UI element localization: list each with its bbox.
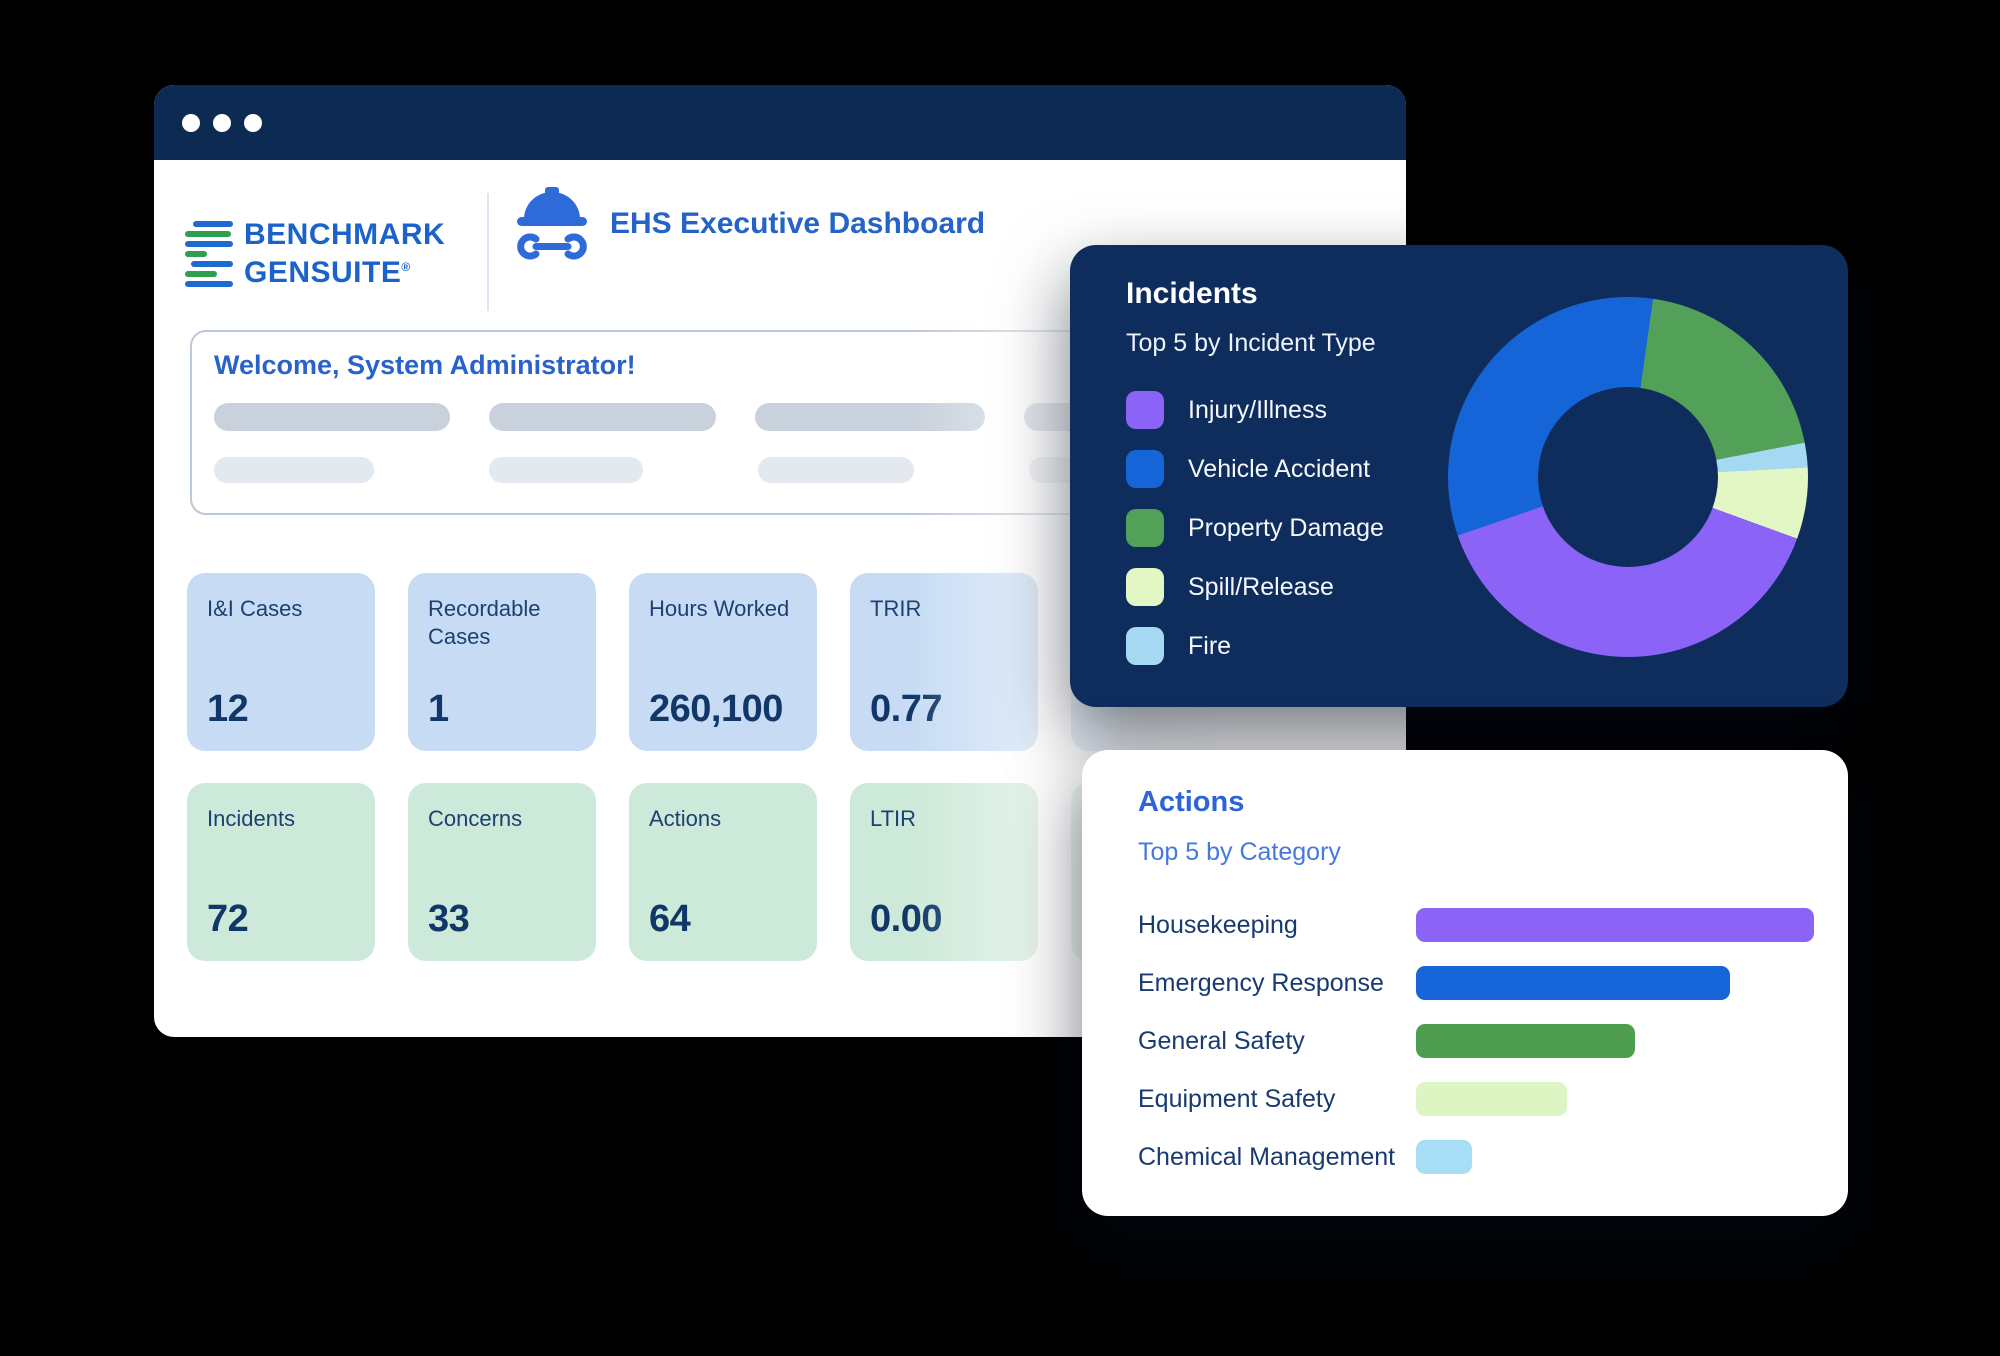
placeholder-pill [489, 457, 643, 483]
bar-row-emergency-response: Emergency Response [1138, 966, 1804, 1000]
window-control-dot[interactable] [182, 113, 200, 132]
actions-bar-chart: Housekeeping Emergency Response General … [1138, 908, 1814, 1174]
legend-label: Vehicle Accident [1188, 454, 1371, 483]
app-title: EHS Executive Dashboard [610, 206, 986, 240]
bar-track [1416, 1082, 1816, 1116]
kpi-tile-recordable-cases[interactable]: Recordable Cases 1 [408, 573, 596, 751]
brand-name-line1: BENCHMARK [244, 218, 446, 251]
incidents-panel: Incidents Top 5 by Incident Type Injury/… [1070, 245, 1848, 707]
actions-panel: Actions Top 5 by Category Housekeeping E… [1082, 750, 1848, 1216]
hard-hat-wrench-icon [516, 181, 588, 266]
bar-label: General Safety [1138, 1026, 1305, 1055]
actions-subtitle: Top 5 by Category [1138, 838, 1341, 866]
donut-hole [1538, 387, 1718, 567]
kpi-value: 0.00 [870, 898, 942, 940]
bar-track [1416, 1024, 1816, 1058]
legend-label: Fire [1188, 631, 1232, 660]
bar-track [1416, 966, 1816, 1000]
bar-row-chemical-management: Chemical Management [1138, 1140, 1804, 1174]
legend-item: Vehicle Accident [1126, 450, 1384, 488]
bar-label: Housekeeping [1138, 910, 1298, 939]
incidents-donut-chart [1448, 297, 1808, 657]
kpi-value: 12 [207, 688, 249, 730]
bar-general-safety [1416, 1024, 1635, 1058]
kpi-label: Recordable Cases [428, 596, 541, 649]
kpi-value: 260,100 [649, 688, 783, 730]
placeholder-pill [755, 403, 985, 431]
legend-swatch-fire [1126, 627, 1164, 665]
kpi-label: Concerns [428, 806, 523, 831]
placeholder-pill [214, 457, 374, 483]
bar-chemical-management [1416, 1140, 1472, 1174]
bar-label: Emergency Response [1138, 968, 1384, 997]
legend-item: Fire [1126, 627, 1384, 665]
legend-label: Injury/Illness [1188, 395, 1327, 424]
kpi-tile-ii-cases[interactable]: I&I Cases 12 [187, 573, 375, 751]
placeholder-pill [758, 457, 914, 483]
incidents-title: Incidents [1126, 277, 1258, 310]
brand-name: BENCHMARK GENSUITE® [244, 218, 445, 289]
incidents-subtitle: Top 5 by Incident Type [1126, 329, 1376, 357]
bar-label: Equipment Safety [1138, 1084, 1336, 1113]
legend-swatch-spill-release [1126, 568, 1164, 606]
bar-equipment-safety [1416, 1082, 1567, 1116]
window-control-dot[interactable] [244, 113, 262, 132]
legend-swatch-injury-illness [1126, 391, 1164, 429]
placeholder-pill [214, 403, 450, 431]
actions-title: Actions [1138, 786, 1245, 818]
header-divider [487, 193, 489, 311]
kpi-label: Incidents [207, 806, 296, 831]
kpi-label: TRIR [870, 596, 922, 621]
placeholder-pill [489, 403, 716, 431]
bar-track [1416, 908, 1816, 942]
window-titlebar [154, 85, 1406, 160]
welcome-greeting: Welcome, System Administrator! [214, 350, 636, 380]
kpi-value: 33 [428, 898, 470, 940]
brand-logo-icon [185, 220, 233, 287]
kpi-tile-trir[interactable]: TRIR 0.77 [850, 573, 1038, 751]
kpi-label: I&I Cases [207, 596, 303, 621]
bar-row-general-safety: General Safety [1138, 1024, 1804, 1058]
app-title-group: EHS Executive Dashboard [516, 181, 985, 266]
legend-item: Property Damage [1126, 509, 1384, 547]
kpi-tile-hours-worked[interactable]: Hours Worked 260,100 [629, 573, 817, 751]
bar-emergency-response [1416, 966, 1730, 1000]
legend-swatch-property-damage [1126, 509, 1164, 547]
placeholder-row-2 [214, 457, 1169, 483]
kpi-value: 1 [428, 688, 449, 730]
bar-housekeeping [1416, 908, 1814, 942]
kpi-tile-actions[interactable]: Actions 64 [629, 783, 817, 961]
bar-row-housekeeping: Housekeeping [1138, 908, 1814, 942]
legend-swatch-vehicle-accident [1126, 450, 1164, 488]
kpi-label: Actions [649, 806, 722, 831]
registered-mark: ® [401, 260, 411, 274]
kpi-label: LTIR [870, 806, 917, 831]
legend-item: Spill/Release [1126, 568, 1384, 606]
kpi-value: 72 [207, 898, 249, 940]
legend-label: Property Damage [1188, 513, 1384, 542]
legend-item: Injury/Illness [1126, 391, 1384, 429]
kpi-label: Hours Worked [649, 596, 790, 621]
brand-logo: BENCHMARK GENSUITE® [185, 218, 445, 289]
incidents-legend: Injury/Illness Vehicle Accident Property… [1126, 391, 1384, 665]
bar-row-equipment-safety: Equipment Safety [1138, 1082, 1804, 1116]
bar-label: Chemical Management [1138, 1142, 1396, 1171]
kpi-tile-incidents[interactable]: Incidents 72 [187, 783, 375, 961]
kpi-value: 0.77 [870, 688, 942, 730]
kpi-tile-ltir[interactable]: LTIR 0.00 [850, 783, 1038, 961]
window-control-dot[interactable] [213, 113, 231, 132]
bar-track [1416, 1140, 1816, 1174]
kpi-tile-concerns[interactable]: Concerns 33 [408, 783, 596, 961]
brand-name-line2: GENSUITE [244, 256, 402, 289]
kpi-value: 64 [649, 898, 691, 940]
legend-label: Spill/Release [1188, 572, 1334, 601]
